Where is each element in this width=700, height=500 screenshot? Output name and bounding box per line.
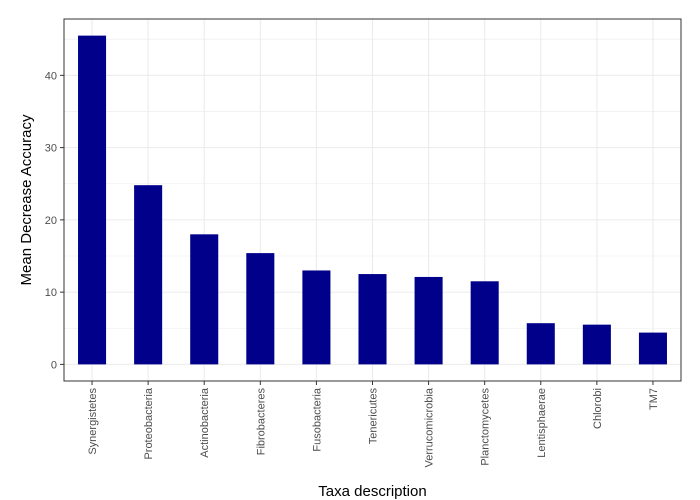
bar-tm7	[638, 332, 667, 365]
y-tick-label: 40	[45, 70, 57, 82]
x-tick-label: Lentisphaerae	[536, 388, 548, 458]
bar-proteobacteria	[134, 185, 163, 365]
y-tick-label: 10	[45, 287, 57, 299]
bars	[78, 35, 667, 365]
bar-chlorobi	[582, 324, 611, 365]
bar-tenericutes	[358, 274, 387, 365]
bar-actinobacteria	[190, 234, 219, 365]
x-tick-label: TM7	[648, 388, 660, 410]
y-tick-label: 30	[45, 143, 57, 155]
bar-verrucomicrobia	[414, 276, 443, 365]
y-axis-title: Mean Decrease Accuracy	[18, 114, 35, 285]
bar-synergistetes	[78, 35, 107, 365]
x-tick-label: Actinobacteria	[199, 387, 211, 458]
x-tick-label: Fibrobacteres	[255, 388, 267, 456]
x-tick-label: Synergistetes	[87, 388, 99, 455]
x-axis-title: Taxa description	[318, 483, 426, 500]
bar-fusobacteria	[302, 270, 331, 365]
x-tick-label: Planctomycetes	[480, 388, 492, 466]
x-axis-ticks: Synergistetes Proteobacteria Actinobacteri…	[87, 381, 660, 467]
bar-planctomycetes	[470, 281, 499, 365]
x-tick-label: Fusobacteria	[311, 387, 323, 451]
x-tick-label: Proteobacteria	[143, 387, 155, 459]
x-tick-label: Tenericutes	[368, 388, 380, 445]
y-axis-ticks: 0 10 20 30 40	[45, 70, 64, 371]
x-tick-label: Verrucomicrobia	[424, 387, 436, 467]
bar-fibrobacteres	[246, 253, 275, 365]
y-tick-label: 0	[51, 359, 57, 371]
x-tick-label: Chlorobi	[592, 388, 604, 429]
bar-lentisphaerae	[526, 323, 555, 365]
y-tick-label: 20	[45, 215, 57, 227]
